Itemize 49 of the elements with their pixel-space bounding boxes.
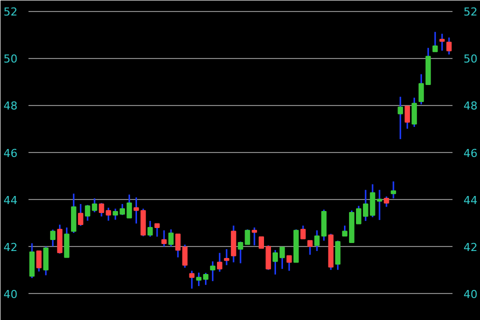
candlestick: [446, 36, 452, 56]
y2-tick-label: 40: [464, 288, 478, 301]
candlestick: [307, 240, 313, 256]
candlestick: [252, 226, 258, 246]
y2-tick-label: 50: [464, 52, 478, 66]
candlestick: [64, 226, 70, 258]
candlestick: [398, 96, 404, 140]
candlestick: [286, 254, 292, 272]
y2-tick-label: 48: [464, 100, 478, 113]
candlestick: [390, 180, 396, 200]
candlestick: [189, 270, 194, 290]
candlestick: [147, 220, 153, 238]
y-tick-label: 52: [4, 6, 18, 19]
candlestick: [154, 222, 160, 238]
y-tick-label: 50: [4, 52, 18, 66]
candlestick: [84, 204, 90, 222]
candlestick: [300, 224, 306, 240]
candlestick: [57, 224, 62, 254]
candlestick: [238, 240, 244, 264]
y-tick-label: 44: [4, 194, 18, 207]
candlestick: [439, 33, 445, 52]
candlestick: [168, 228, 174, 248]
candlestick: [134, 196, 139, 224]
y-tick-label: 42: [4, 240, 18, 254]
candlestick: [216, 252, 222, 272]
y2-tick-label: 44: [464, 194, 478, 207]
candlestick: [161, 230, 167, 248]
candlestick: [43, 246, 49, 276]
candlestick: [78, 203, 84, 227]
candlestick: [432, 31, 438, 52]
y2-tick-label: 46: [464, 146, 478, 160]
candlestick: [314, 230, 320, 252]
y2-tick-label: 42: [464, 240, 478, 254]
candlestick: [412, 96, 417, 128]
candlestick: [92, 198, 98, 213]
candlestick: [210, 260, 216, 282]
candlestick: [244, 228, 250, 246]
candlestick: [106, 207, 112, 222]
candlestick: [335, 240, 340, 271]
candlestick: [404, 105, 410, 130]
y2-tick-label: 52: [464, 6, 478, 19]
candlestick: [50, 228, 56, 248]
candlestick: [384, 196, 390, 208]
candlestick: [98, 202, 104, 218]
y-tick-label: 40: [4, 288, 18, 301]
y-tick-label: 46: [4, 146, 18, 160]
y-tick-label: 48: [4, 100, 18, 113]
candlestick: [224, 248, 230, 266]
candlestick: [36, 250, 42, 272]
